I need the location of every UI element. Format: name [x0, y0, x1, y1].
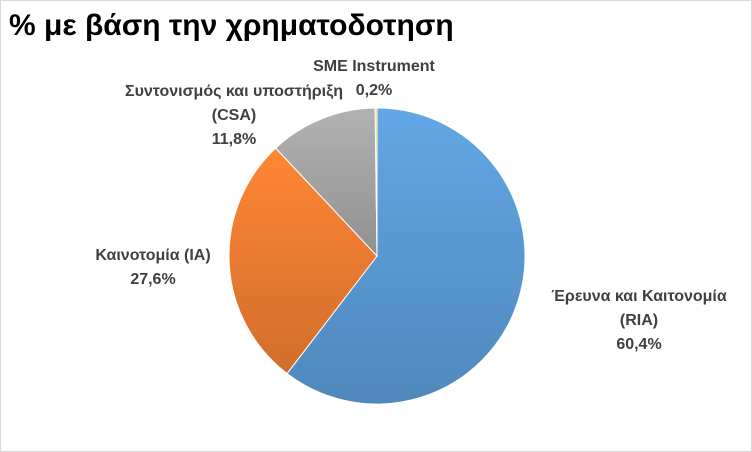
data-label-sme-line1: SME Instrument	[313, 58, 435, 75]
data-label-csa-line1: Συντονισμός και υποστήριξη	[124, 83, 343, 100]
chart-title: % με βάση την χρηματοδοτηση	[9, 9, 454, 42]
data-label-ria: Έρευνα και Καιτονομία (RIA) 60,4%	[539, 285, 739, 357]
data-label-sme-value: 0,2%	[355, 82, 393, 99]
pie-slice-2	[228, 147, 378, 375]
data-label-csa: Συντονισμός και υποστήριξη (CSA) 11,8%	[114, 80, 354, 152]
data-label-ia: Καινοτομία (IA) 27,6%	[73, 244, 233, 292]
pie-slice-1	[286, 107, 526, 405]
data-label-ia-line1: Καινοτομία (IA)	[95, 247, 211, 264]
data-label-ia-value: 27,6%	[130, 271, 176, 288]
data-label-sme: SME Instrument 0,2%	[299, 55, 449, 103]
data-label-ria-value: 60,4%	[616, 336, 662, 353]
pie-slice-4	[374, 107, 378, 257]
data-label-csa-value: 11,8%	[211, 131, 257, 148]
pie-slice-3	[274, 107, 378, 258]
data-label-ria-line2: (RIA)	[619, 312, 659, 329]
data-label-csa-line2: (CSA)	[211, 107, 257, 124]
data-label-ria-line1: Έρευνα και Καιτονομία	[551, 288, 727, 305]
